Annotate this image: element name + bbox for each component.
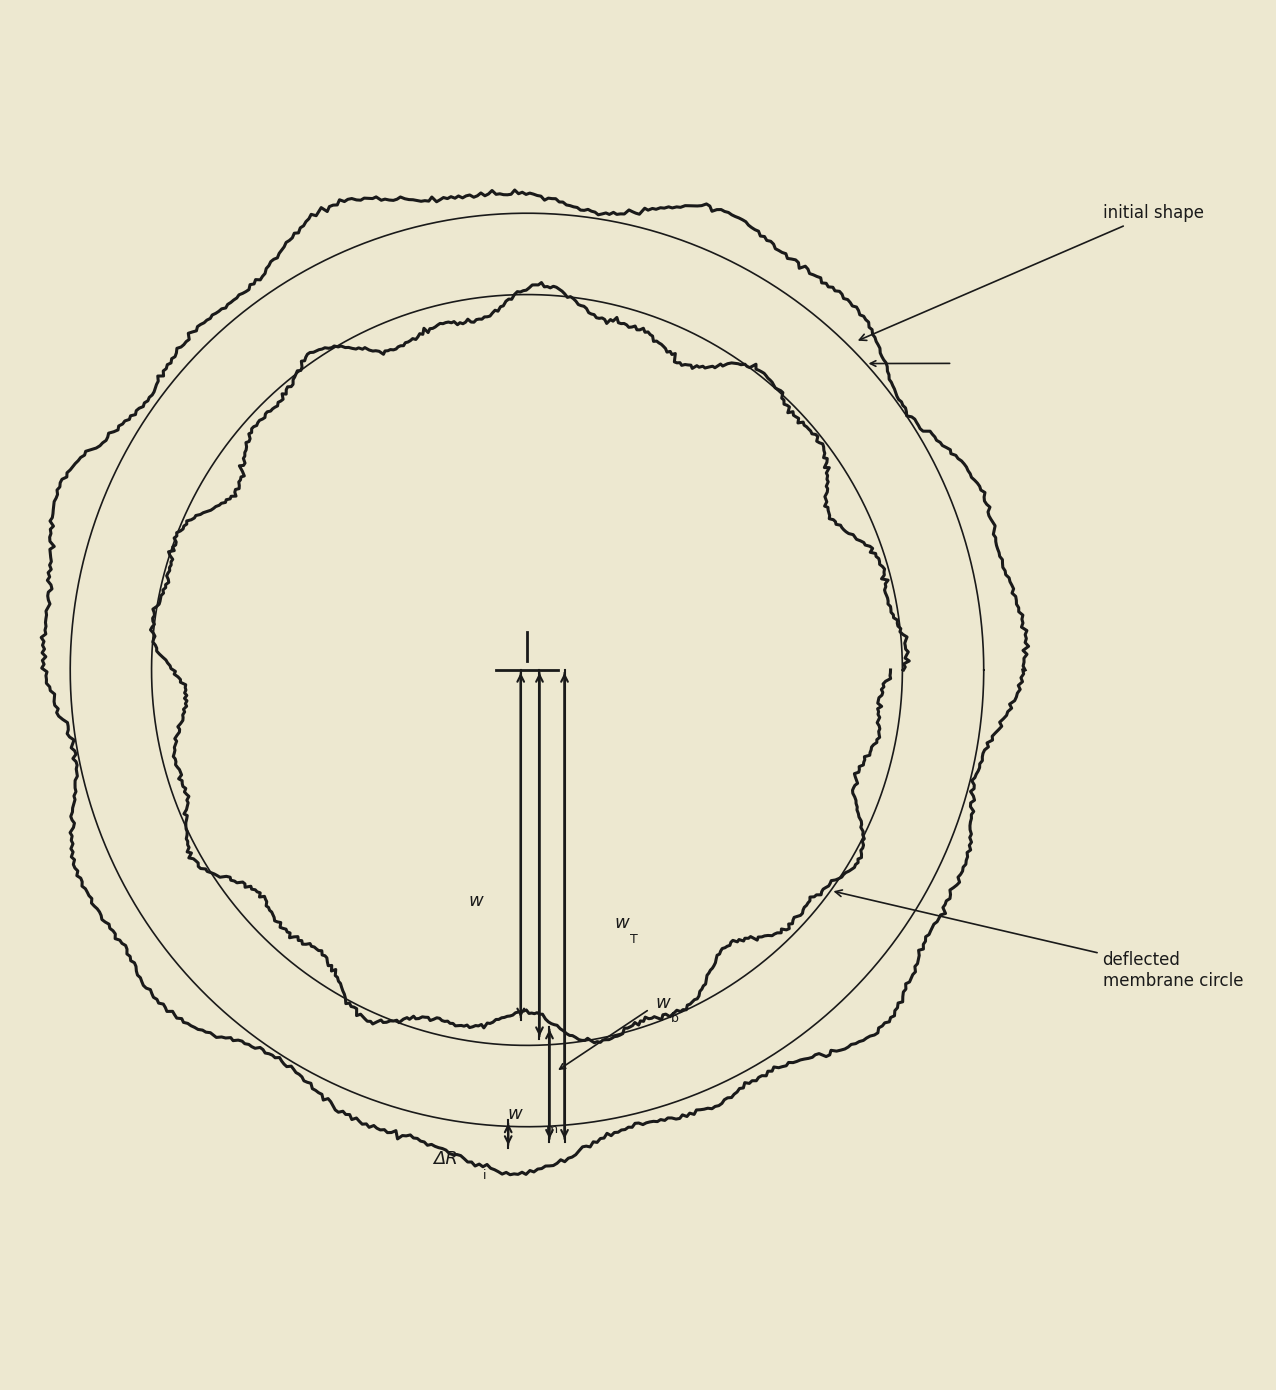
Text: w: w bbox=[468, 892, 484, 910]
Text: m: m bbox=[546, 1123, 558, 1136]
Text: T: T bbox=[629, 934, 637, 947]
Text: w: w bbox=[507, 1105, 522, 1123]
Text: w: w bbox=[615, 915, 629, 933]
Text: initial shape: initial shape bbox=[860, 204, 1203, 341]
Text: deflected
membrane circle: deflected membrane circle bbox=[836, 890, 1243, 990]
Text: b: b bbox=[671, 1012, 679, 1024]
Text: w: w bbox=[656, 994, 671, 1012]
Text: ΔR: ΔR bbox=[434, 1151, 458, 1168]
Text: i: i bbox=[484, 1169, 486, 1183]
